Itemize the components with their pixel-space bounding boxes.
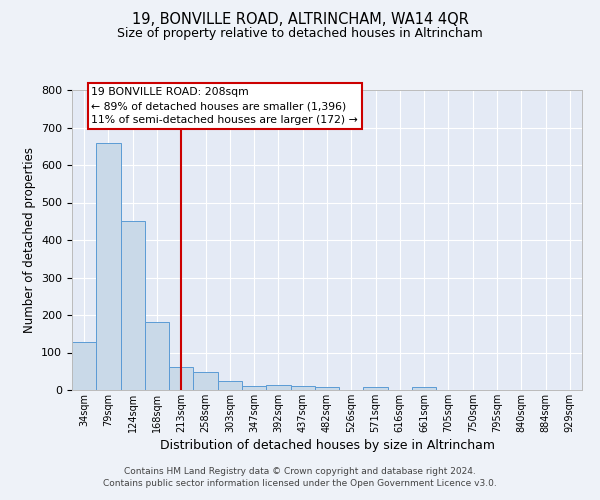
Bar [121, 221, 145, 390]
Bar [193, 372, 218, 390]
Y-axis label: Number of detached properties: Number of detached properties [23, 147, 35, 333]
Bar [364, 388, 388, 390]
Bar [72, 342, 96, 390]
Bar [218, 381, 242, 390]
Bar [290, 386, 315, 390]
Text: Size of property relative to detached houses in Altrincham: Size of property relative to detached ho… [117, 28, 483, 40]
Bar [242, 386, 266, 390]
X-axis label: Distribution of detached houses by size in Altrincham: Distribution of detached houses by size … [160, 439, 494, 452]
Bar [169, 367, 193, 390]
Bar [145, 322, 169, 390]
Text: 19, BONVILLE ROAD, ALTRINCHAM, WA14 4QR: 19, BONVILLE ROAD, ALTRINCHAM, WA14 4QR [131, 12, 469, 28]
Bar [266, 385, 290, 390]
Text: 19 BONVILLE ROAD: 208sqm
← 89% of detached houses are smaller (1,396)
11% of sem: 19 BONVILLE ROAD: 208sqm ← 89% of detach… [91, 87, 358, 125]
Text: Contains HM Land Registry data © Crown copyright and database right 2024.
Contai: Contains HM Land Registry data © Crown c… [103, 466, 497, 487]
Bar [412, 388, 436, 390]
Bar [96, 142, 121, 390]
Bar [315, 387, 339, 390]
